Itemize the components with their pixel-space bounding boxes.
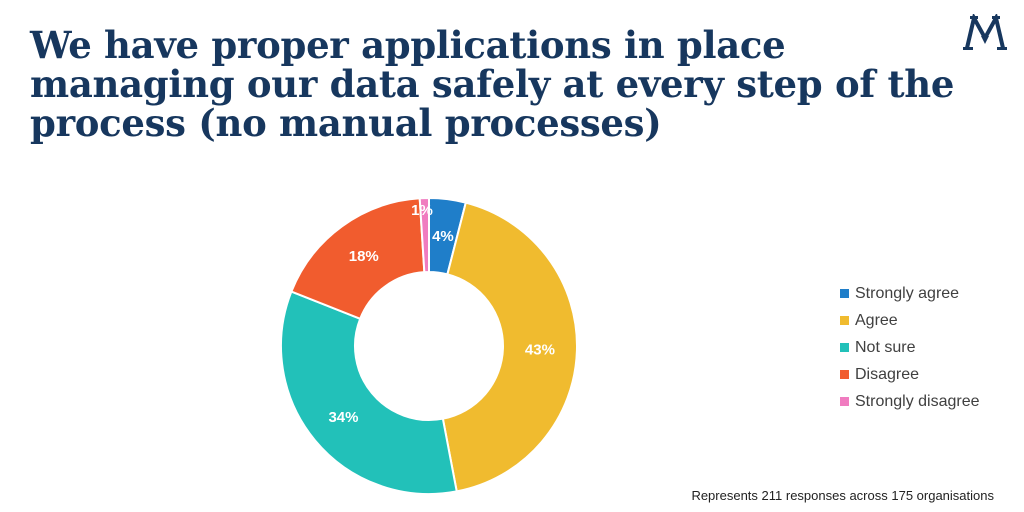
chart-legend: Strongly agree Agree Not sure Disagree Stron… <box>840 280 980 415</box>
legend-label: Strongly agree <box>855 284 960 302</box>
legend-swatch <box>840 370 849 379</box>
legend-swatch <box>840 289 849 298</box>
legend-swatch <box>840 316 849 325</box>
legend-item: Agree <box>840 307 980 334</box>
page-title: We have proper applications in place man… <box>30 23 955 145</box>
legend-label: Strongly disagree <box>855 392 980 410</box>
legend-item: Disagree <box>840 361 980 388</box>
footnote: Represents 211 responses across 175 orga… <box>691 488 994 503</box>
monogram-logo-icon <box>963 14 1007 50</box>
slice-agree <box>441 201 578 493</box>
slice-strongly-disagree <box>418 196 430 274</box>
legend-label: Not sure <box>855 338 916 356</box>
data-label-disagree: 18% <box>349 248 379 265</box>
legend-swatch <box>840 343 849 352</box>
data-label-strongly-disagree: 1% <box>411 202 433 219</box>
donut-labels: 4% 43% 34% 18% 1% <box>328 202 555 426</box>
data-label-agree: 43% <box>525 341 555 358</box>
donut-slices <box>280 196 578 495</box>
data-label-strongly-agree: 4% <box>432 228 454 245</box>
slice-not-sure <box>280 290 458 495</box>
slice-disagree <box>290 197 426 321</box>
legend-label: Disagree <box>855 365 920 383</box>
legend-item: Strongly agree <box>840 280 980 307</box>
legend-swatch <box>840 397 849 406</box>
legend-label: Agree <box>855 311 898 329</box>
legend-item: Not sure <box>840 334 980 361</box>
legend-item: Strongly disagree <box>840 388 980 415</box>
data-label-not-sure: 34% <box>328 409 358 426</box>
